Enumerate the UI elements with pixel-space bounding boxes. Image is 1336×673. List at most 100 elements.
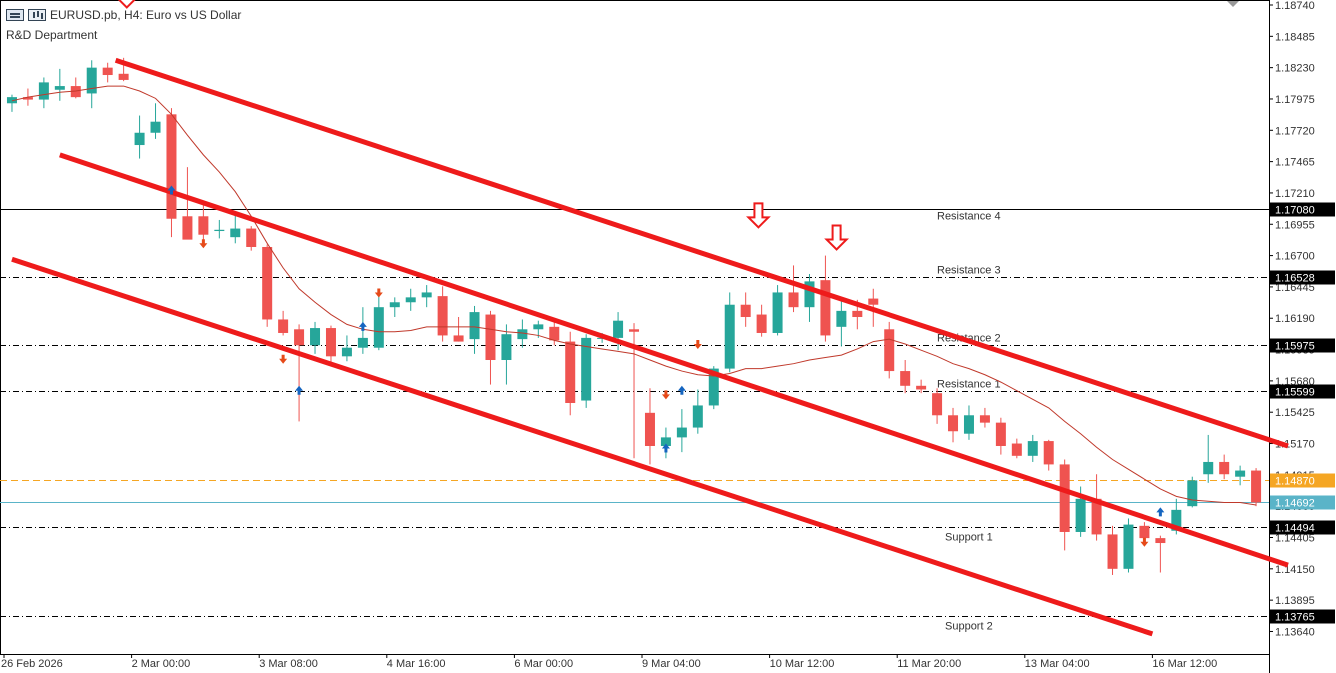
ask-price-label: 1.14870 <box>1275 476 1315 488</box>
candle <box>884 321 895 379</box>
y-tick-label: 1.17210 <box>1275 188 1315 200</box>
candle <box>916 379 927 394</box>
candle-body <box>389 302 400 308</box>
candle-body <box>932 393 943 416</box>
candle-body <box>278 319 289 333</box>
candle-body <box>1187 480 1198 507</box>
candle-body <box>54 86 65 90</box>
candle-body <box>214 229 225 232</box>
candle <box>1107 525 1118 575</box>
candle-body <box>166 114 177 219</box>
sell-signal-arrow-icon <box>1140 537 1149 547</box>
candle-body <box>868 298 879 305</box>
candle <box>166 108 177 238</box>
candle-body <box>294 329 305 346</box>
candle <box>310 321 321 354</box>
candle <box>900 360 911 394</box>
candle <box>772 285 783 336</box>
market-depth-icon[interactable] <box>28 9 46 21</box>
candle-body <box>836 310 847 327</box>
candle-body <box>1235 470 1246 477</box>
candle <box>740 292 751 327</box>
y-tick-label: 1.13640 <box>1275 626 1315 638</box>
y-tick-label: 1.18485 <box>1275 31 1315 43</box>
candle-body <box>437 296 448 336</box>
candle-body <box>246 228 257 247</box>
candle-body <box>150 121 161 133</box>
symbol-title: EURUSD.pb, H4: Euro vs US Dollar <box>50 8 242 22</box>
candle-body <box>916 385 927 390</box>
x-tick-label: 9 Mar 04:00 <box>642 658 701 670</box>
candle <box>932 388 943 424</box>
x-tick-label: 6 Mar 00:00 <box>514 658 573 670</box>
candle-body <box>1251 470 1262 503</box>
candle <box>70 77 81 99</box>
candle <box>948 407 959 443</box>
candle-body <box>38 82 49 100</box>
candle-body <box>1203 461 1214 475</box>
x-tick-label: 16 Mar 12:00 <box>1152 658 1217 670</box>
y-tick-label: 1.16445 <box>1275 282 1315 294</box>
channel-line-lower <box>11 256 1154 637</box>
channel-line-middle <box>59 152 1289 568</box>
candle-body <box>1123 524 1134 569</box>
candle <box>1091 474 1102 541</box>
big-down-arrow-icon <box>746 202 771 229</box>
candle-body <box>772 292 783 333</box>
one-click-trading-icon[interactable] <box>6 9 24 21</box>
candle <box>820 255 831 342</box>
candle <box>756 304 767 337</box>
candle <box>325 325 336 363</box>
indicator-subtitle: R&D Department <box>6 28 98 42</box>
candle <box>644 388 655 465</box>
y-tick-label: 1.17975 <box>1275 94 1315 106</box>
x-tick-label: 26 Feb 2026 <box>1 658 63 670</box>
candle <box>1043 439 1054 471</box>
candle <box>517 319 528 348</box>
candle-body <box>533 324 544 330</box>
y-tick-label: 1.14150 <box>1275 564 1315 576</box>
candle-body <box>1011 443 1022 456</box>
candle <box>341 335 352 362</box>
sell-signal-arrow-icon <box>199 239 208 249</box>
candle-body <box>1075 498 1086 532</box>
candle-body <box>102 67 113 76</box>
candle <box>469 305 480 354</box>
level-price-box <box>1270 520 1335 535</box>
big-down-arrow-icon <box>117 0 136 9</box>
candle-body <box>565 341 576 403</box>
candle-body <box>804 281 815 308</box>
level-price-label: 1.15975 <box>1275 341 1315 353</box>
x-tick-label: 4 Mar 16:00 <box>387 658 446 670</box>
candle <box>182 167 193 240</box>
candle <box>294 324 305 422</box>
level-price-box <box>1270 202 1335 217</box>
candle <box>453 317 464 342</box>
candle-body <box>1027 441 1038 456</box>
candle-body <box>453 335 464 342</box>
big-down-arrow-icon <box>824 224 850 251</box>
candle <box>54 68 65 101</box>
level-price-label: 1.15599 <box>1275 387 1315 399</box>
candle <box>102 62 113 83</box>
candle <box>804 274 815 322</box>
candle-body <box>740 304 751 318</box>
candle <box>198 203 209 243</box>
candle-body <box>581 337 592 401</box>
candle <box>6 94 17 112</box>
level-price-box <box>1270 338 1335 353</box>
candle <box>1059 459 1070 551</box>
buy-signal-arrow-icon <box>167 185 176 195</box>
candle <box>1235 465 1246 486</box>
candle <box>995 417 1006 455</box>
candle-body <box>756 314 767 333</box>
candle <box>724 292 735 373</box>
level-price-label: 1.14494 <box>1275 523 1315 535</box>
candle-body <box>613 320 624 338</box>
candle <box>405 288 416 311</box>
candle <box>692 389 703 434</box>
candle-body <box>1155 538 1166 544</box>
candle <box>134 115 145 159</box>
